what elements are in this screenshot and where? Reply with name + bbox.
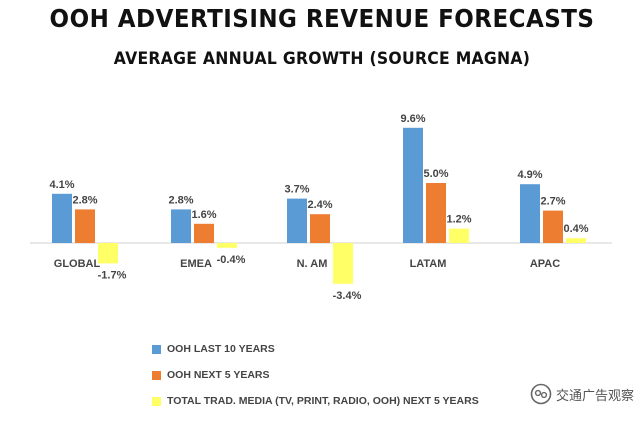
value-label: 9.6% bbox=[400, 113, 425, 125]
legend-label: OOH NEXT 5 YEARS bbox=[167, 369, 270, 381]
value-label: 2.8% bbox=[72, 194, 97, 206]
value-label: 0.4% bbox=[563, 223, 588, 235]
wechat-official-account-icon bbox=[530, 383, 552, 405]
legend-item-ooh-last-10-years: OOH LAST 10 YEARS bbox=[152, 336, 479, 362]
legend-swatch-orange bbox=[152, 370, 161, 380]
category-label: APAC bbox=[530, 258, 560, 270]
value-label: 5.0% bbox=[423, 168, 448, 180]
bar-apac-series-1 bbox=[520, 184, 540, 243]
bar-n-am-series-2 bbox=[310, 214, 330, 243]
value-label: -1.7% bbox=[98, 269, 127, 281]
category-label: EMEA bbox=[180, 258, 212, 270]
bar-global-series-1 bbox=[52, 193, 72, 243]
value-label: 1.6% bbox=[191, 209, 216, 221]
value-label: 4.9% bbox=[517, 169, 542, 181]
bar-emea-series-1 bbox=[171, 209, 191, 243]
category-label: N. AM bbox=[297, 258, 328, 270]
bar-global-series-3 bbox=[98, 243, 118, 264]
chart-subtitle: AVERAGE ANNUAL GROWTH (SOURCE MAGNA) bbox=[113, 49, 531, 69]
bar-apac-series-3 bbox=[566, 238, 586, 243]
bar-emea-series-3 bbox=[217, 243, 237, 248]
bar-n-am-series-1 bbox=[287, 198, 307, 243]
legend-item-total-trad-media: TOTAL TRAD. MEDIA (TV, PRINT, RADIO, OOH… bbox=[152, 388, 479, 414]
value-label: 2.8% bbox=[168, 194, 193, 206]
bar-n-am-series-3 bbox=[333, 243, 353, 284]
legend-swatch-blue bbox=[152, 344, 161, 354]
value-label: -0.4% bbox=[217, 254, 246, 266]
category-label: LATAM bbox=[410, 258, 447, 270]
bar-apac-series-2 bbox=[543, 210, 563, 243]
chart-legend: OOH LAST 10 YEARS OOH NEXT 5 YEARS TOTAL… bbox=[152, 336, 479, 414]
value-label: 3.7% bbox=[284, 184, 309, 196]
bar-latam-series-1 bbox=[403, 127, 423, 243]
legend-label: OOH LAST 10 YEARS bbox=[167, 343, 275, 355]
bar-latam-series-2 bbox=[426, 183, 446, 243]
value-label: 1.2% bbox=[446, 214, 471, 226]
value-label: -3.4% bbox=[333, 290, 362, 302]
watermark-text: 交通广告观察 bbox=[555, 388, 634, 404]
bar-latam-series-3 bbox=[449, 228, 469, 243]
watermark: 交通广告观察 bbox=[530, 383, 634, 405]
legend-label: TOTAL TRAD. MEDIA (TV, PRINT, RADIO, OOH… bbox=[167, 395, 479, 407]
bar-global-series-2 bbox=[75, 209, 95, 243]
legend-swatch-yellow bbox=[152, 396, 161, 406]
value-label: 2.4% bbox=[307, 199, 332, 211]
chart-title: OOH ADVERTISING REVENUE FORECASTS bbox=[49, 4, 595, 33]
value-label: 2.7% bbox=[540, 196, 565, 208]
bar-emea-series-2 bbox=[194, 223, 214, 243]
value-label: 4.1% bbox=[49, 179, 74, 191]
category-label: GLOBAL bbox=[54, 258, 101, 270]
legend-item-ooh-next-5-years: OOH NEXT 5 YEARS bbox=[152, 362, 479, 388]
